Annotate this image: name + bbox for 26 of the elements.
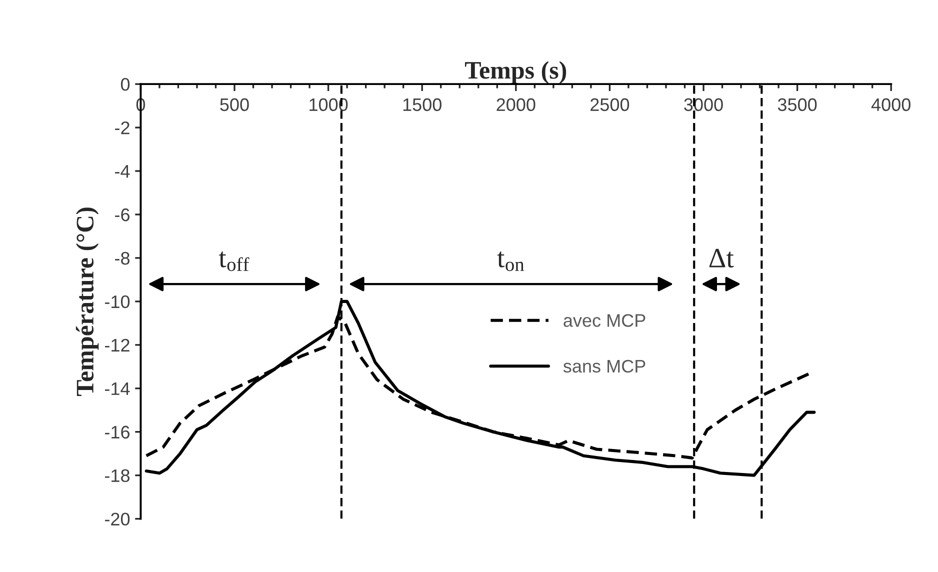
annotation: t$_{on}$ xyxy=(497,251,524,272)
x-axis-title: Temps (s) xyxy=(465,61,566,84)
x-tick-label: 500 xyxy=(220,98,249,112)
y-tick-label: -6 xyxy=(115,208,130,222)
x-tick-label: 2000 xyxy=(496,98,536,112)
annotation: t$_{off}$ xyxy=(218,251,250,272)
y-tick-label: 0 xyxy=(120,78,130,91)
x-tick-label: 2500 xyxy=(590,98,630,112)
y-tick-label: -14 xyxy=(104,382,130,395)
y-tick-label: -12 xyxy=(104,338,130,352)
y-tick-label: -4 xyxy=(115,165,130,178)
annotation: Δt xyxy=(709,248,734,268)
y-tick-label: -8 xyxy=(115,252,130,265)
x-tick-label: 1000 xyxy=(310,98,348,112)
x-tick-label: 1500 xyxy=(403,98,442,112)
y-tick-label: -20 xyxy=(104,512,130,526)
legend-label: sans MCP xyxy=(563,360,646,373)
legend-label: avec MCP xyxy=(564,314,646,327)
y-axis-title: Température (°C) xyxy=(76,208,99,396)
x-tick-label: 3000 xyxy=(684,98,723,112)
y-tick-label: -2 xyxy=(115,121,130,134)
y-tick-label: -16 xyxy=(104,426,130,439)
x-tick-label: 4000 xyxy=(871,98,910,112)
x-tick-label: 3500 xyxy=(778,98,817,112)
y-tick-label: -10 xyxy=(104,295,130,308)
y-tick-label: -18 xyxy=(104,469,130,482)
